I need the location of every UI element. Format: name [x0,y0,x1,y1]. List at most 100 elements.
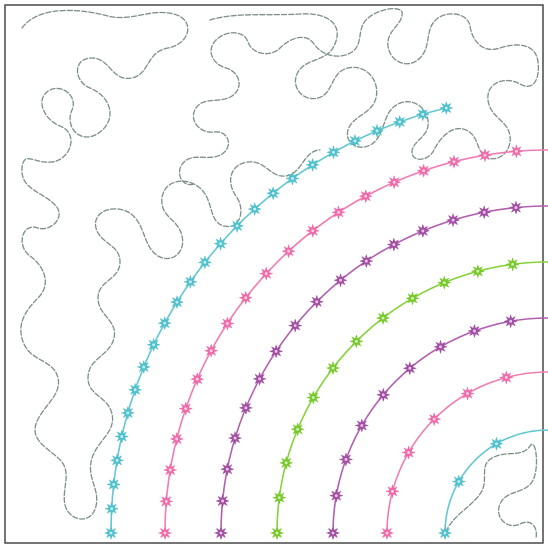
eight-point-star-flower-icon [505,256,521,272]
stipple-meander-top [178,7,540,186]
eight-point-star-flower-icon [281,243,296,259]
eight-point-star-flower-icon [436,275,452,291]
eight-point-star-flower-icon [426,411,442,427]
arc-cyan-inner [437,429,548,541]
eight-point-star-flower-icon [265,185,281,201]
eight-point-star-flower-icon [157,525,173,541]
eight-point-star-flower-icon [127,382,143,398]
eight-point-star-flower-icon [379,525,395,541]
eight-point-star-flower-icon [498,370,514,385]
eight-point-star-flower-icon [169,431,185,447]
eight-point-star-flower-icon [402,360,418,376]
eight-point-star-flower-icon [103,525,119,541]
eight-point-star-flower-icon [219,461,235,477]
eight-point-star-flower-icon [252,371,267,387]
arc-pink-2 [379,370,548,541]
stipple-meander-corner [445,443,538,539]
arc-line-purple-1 [220,205,548,534]
arc-line-cyan-inner [444,429,548,534]
eight-point-star-flower-icon [203,343,219,359]
eight-point-star-flower-icon [416,163,432,179]
eight-point-star-flower-icon [325,525,341,541]
eight-point-star-flower-icon [136,359,152,375]
eight-point-star-flower-icon [333,272,348,288]
eight-point-star-flower-icon [189,371,205,387]
eight-point-star-flower-icon [178,401,194,417]
eight-point-star-flower-icon [375,310,391,326]
eight-point-star-flower-icon [446,154,462,170]
arc-cyan-outer [103,100,454,541]
eight-point-star-flower-icon [219,316,235,331]
arc-green [269,256,548,541]
eight-point-star-flower-icon [451,474,467,489]
eight-point-star-flower-icon [476,204,492,220]
eight-point-star-flower-icon [290,421,306,437]
stipple-meander-left [20,9,321,520]
eight-point-star-flower-icon [238,290,254,306]
eight-point-star-flower-icon [269,525,285,541]
eight-point-star-flower-icon [405,290,420,306]
eight-point-star-flower-icon [415,106,431,122]
eight-point-star-flower-icon [158,493,174,509]
eight-point-star-flower-icon [392,114,408,130]
eight-point-star-flower-icon [328,488,344,504]
eight-point-star-flower-icon [385,483,400,499]
arc-line-pink-1 [164,149,548,534]
eight-point-star-flower-icon [305,390,321,405]
eight-point-star-flower-icon [238,400,254,416]
eight-point-star-flower-icon [114,429,130,444]
eight-point-star-flower-icon [438,100,454,116]
eight-point-star-flower-icon [358,253,374,269]
eight-point-star-flower-icon [437,525,453,541]
eight-point-star-flower-icon [169,294,185,310]
eight-point-star-flower-icon [278,455,294,471]
eight-point-star-flower-icon [229,218,245,234]
eight-point-star-flower-icon [247,201,263,217]
eight-point-star-flower-icon [503,313,519,329]
eight-point-star-flower-icon [415,223,431,239]
eight-point-star-flower-icon [109,452,125,468]
eight-point-star-flower-icon [375,387,391,403]
flower-arcs-layer [103,100,548,541]
eight-point-star-flower-icon [354,418,370,433]
arc-purple-2 [325,313,548,541]
arc-pink-1 [157,143,548,541]
eight-point-star-flower-icon [338,452,354,467]
eight-point-star-flower-icon [358,188,374,204]
eight-point-star-flower-icon [309,294,325,310]
eight-point-star-flower-icon [227,430,243,446]
eight-point-star-flower-icon [369,123,385,139]
eight-point-star-flower-icon [331,204,346,220]
eight-point-star-flower-icon [467,323,482,339]
eight-point-star-flower-icon [445,212,461,228]
arc-purple-1 [213,200,548,541]
block-frame [4,4,544,544]
eight-point-star-flower-icon [386,237,402,252]
eight-point-star-flower-icon [215,493,230,509]
eight-point-star-flower-icon [326,144,341,160]
eight-point-star-flower-icon [258,266,274,281]
eight-point-star-flower-icon [157,315,173,331]
arc-line-purple-2 [332,317,548,534]
eight-point-star-flower-icon [477,147,493,163]
eight-point-star-flower-icon [508,200,524,215]
eight-point-star-flower-icon [213,236,228,252]
eight-point-star-flower-icon [183,274,198,290]
eight-point-star-flower-icon [347,133,363,149]
eight-point-star-flower-icon [386,174,402,190]
eight-point-star-flower-icon [271,490,287,506]
eight-point-star-flower-icon [489,436,504,452]
stipple-meander-group [20,7,540,539]
eight-point-star-flower-icon [162,462,178,478]
eight-point-star-flower-icon [305,157,320,173]
eight-point-star-flower-icon [197,254,213,270]
eight-point-star-flower-icon [460,386,475,401]
eight-point-star-flower-icon [470,263,486,279]
eight-point-star-flower-icon [287,318,303,333]
eight-point-star-flower-icon [104,501,120,517]
eight-point-star-flower-icon [285,171,300,186]
eight-point-star-flower-icon [305,223,321,239]
eight-point-star-flower-icon [213,525,229,541]
